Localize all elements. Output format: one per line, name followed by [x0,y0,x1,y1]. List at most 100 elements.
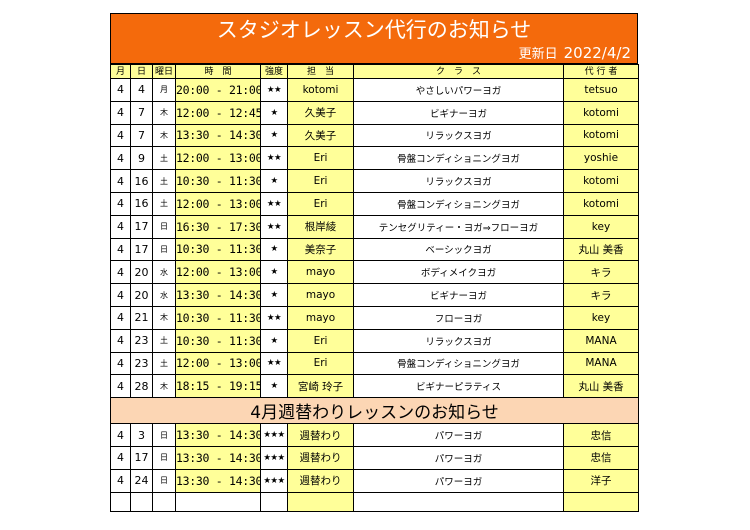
table-row: 4 9 土 12:00 - 13:00 ★★ Eri 骨盤コンディショニングヨガ yoshie [110,146,639,171]
cell-class: ビギナーヨガ [353,100,564,125]
cell-instructor: 根岸綾 [287,214,354,239]
cell-weekday: 木 [152,100,176,125]
cell-time: 13:30 - 14:30 [175,123,261,148]
cell-weekday: 日 [152,214,176,239]
blank-area [110,491,639,512]
cell-class: パワーヨガ [353,468,564,493]
cell-intensity: ★★ [260,146,288,171]
cell-substitute: MANA [563,351,639,376]
cell-month: 4 [110,123,131,148]
col-weekday: 曜日 [152,64,176,79]
cell-month: 4 [110,191,131,216]
cell-substitute: 丸山 美香 [563,374,639,399]
col-time: 時 間 [175,64,261,79]
table-row: 4 16 土 10:30 - 11:30 ★ Eri リラックスヨガ kotomi [110,169,639,193]
cell-class: テンセグリティー・ヨガ⇒フローヨガ [353,214,564,239]
cell-day: 3 [130,423,153,447]
cell-day: 23 [130,351,153,376]
cell-substitute: キラ [563,260,639,285]
cell-substitute: 洋子 [563,468,639,493]
cell-day: 4 [130,78,153,102]
cell-substitute: key [563,214,639,239]
table-row: 4 17 日 13:30 - 14:30 ★★★ 週替わり パワーヨガ 忠信 [110,445,639,470]
cell-weekday: 土 [152,351,176,376]
cell-month: 4 [110,468,131,493]
cell-substitute: 丸山 美香 [563,237,639,262]
cell-intensity: ★ [260,374,288,399]
cell-intensity: ★★★ [260,468,288,493]
cell-weekday: 土 [152,328,176,353]
table-row: 4 17 日 16:30 - 17:30 ★★ 根岸綾 テンセグリティー・ヨガ⇒フローヨガ k… [110,214,639,239]
cell-intensity: ★ [260,237,288,262]
cell-month: 4 [110,78,131,102]
cell-intensity: ★★★ [260,445,288,470]
cell-day: 17 [130,214,153,239]
cell-time: 10:30 - 11:30 [175,305,261,330]
cell-intensity: ★ [260,283,288,307]
cell-intensity: ★ [260,260,288,285]
table-row: 4 16 土 12:00 - 13:00 ★★ Eri 骨盤コンディショニングヨガ kotom… [110,191,639,216]
cell-time: 13:30 - 14:30 [175,423,261,447]
cell-class: リラックスヨガ [353,123,564,148]
cell-time: 12:00 - 13:00 [175,146,261,171]
cell-instructor: 週替わり [287,468,354,493]
cell-substitute: kotomi [563,191,639,216]
cell-month: 4 [110,374,131,399]
cell-weekday: 木 [152,123,176,148]
cell-intensity: ★ [260,169,288,193]
cell-month: 4 [110,423,131,447]
cell-instructor: mayo [287,283,354,307]
cell-weekday: 月 [152,78,176,102]
table-row: 4 4 月 20:00 - 21:00 ★★ kotomi やさしいパワーヨガ tetsuo [110,78,639,102]
cell-instructor: 宮崎 玲子 [287,374,354,399]
table-row: 4 20 水 13:30 - 14:30 ★ mayo ビギナーヨガ キラ [110,283,639,307]
cell-time: 12:00 - 13:00 [175,351,261,376]
cell-instructor: Eri [287,191,354,216]
section2-row: 4月週替わりレッスンのお知らせ [110,397,639,425]
notice-sheet: スタジオレッスン代行のお知らせ 更新日 2022/4/2 月 日 曜日 時 間 強… [110,13,639,512]
cell-time: 12:00 - 13:00 [175,260,261,285]
cell-month: 4 [110,305,131,330]
cell-day: 9 [130,146,153,171]
cell-day: 7 [130,100,153,125]
cell-substitute: MANA [563,328,639,353]
cell-day: 21 [130,305,153,330]
cell-class: ビギナーヨガ [353,283,564,307]
cell-time: 16:30 - 17:30 [175,214,261,239]
cell-weekday: 水 [152,283,176,307]
cell-substitute: 忠信 [563,445,639,470]
updated-label: 更新日 [518,47,558,62]
cell-substitute: kotomi [563,169,639,193]
cell-substitute: yoshie [563,146,639,171]
cell-class: ベーシックヨガ [353,237,564,262]
table-row: 4 24 日 13:30 - 14:30 ★★★ 週替わり パワーヨガ 洋子 [110,468,639,493]
cell-day: 28 [130,374,153,399]
cell-weekday: 土 [152,191,176,216]
weekly-rows: 4 3 日 13:30 - 14:30 ★★★ 週替わり パワーヨガ 忠信 4 17 日 13:30 … [110,423,639,493]
cell-intensity: ★★ [260,351,288,376]
page-title: スタジオレッスン代行のお知らせ [216,18,532,42]
cell-day: 16 [130,191,153,216]
cell-class: フローヨガ [353,305,564,330]
cell-time: 13:30 - 14:30 [175,445,261,470]
cell-weekday: 木 [152,305,176,330]
cell-weekday: 日 [152,445,176,470]
cell-class: リラックスヨガ [353,169,564,193]
cell-time: 18:15 - 19:15 [175,374,261,399]
cell-intensity: ★★ [260,78,288,102]
blank-row [110,491,639,512]
cell-substitute: キラ [563,283,639,307]
cell-substitute: tetsuo [563,78,639,102]
cell-weekday: 土 [152,169,176,193]
table-row: 4 28 木 18:15 - 19:15 ★ 宮崎 玲子 ビギナーピラティス 丸山 美香 [110,374,639,399]
cell-time: 12:00 - 13:00 [175,191,261,216]
cell-day: 24 [130,468,153,493]
section2: 4月週替わりレッスンのお知らせ [110,397,639,425]
cell-class: 骨盤コンディショニングヨガ [353,351,564,376]
cell-intensity: ★★ [260,305,288,330]
cell-intensity: ★ [260,123,288,148]
table-row: 4 20 水 12:00 - 13:00 ★ mayo ボディメイクヨガ キラ [110,260,639,285]
table-row: 4 17 日 10:30 - 11:30 ★ 美奈子 ベーシックヨガ 丸山 美香 [110,237,639,262]
title-banner: スタジオレッスン代行のお知らせ 更新日 2022/4/2 [110,13,638,64]
cell-day: 23 [130,328,153,353]
